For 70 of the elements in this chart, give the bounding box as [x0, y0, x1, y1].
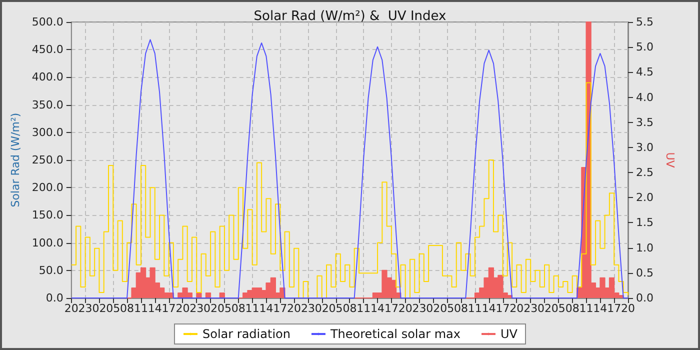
- x-tick-label: 05: [106, 302, 120, 315]
- x-tick-label: 20: [398, 302, 412, 315]
- x-tick-label: 14: [593, 302, 608, 315]
- y-tick-label: 300.0: [32, 126, 64, 139]
- x-tick-label: 23: [78, 302, 92, 315]
- y-tick-label: 150.0: [32, 208, 64, 222]
- x-tick-label: 11: [134, 302, 148, 315]
- x-tick-label: 05: [551, 302, 566, 315]
- x-tick-label: 14: [370, 302, 385, 315]
- y-tick-label: 100.0: [32, 236, 64, 250]
- x-tick-label: 08: [120, 302, 134, 315]
- x-tick-label: 20: [287, 302, 302, 315]
- y-tick-label: 400.0: [32, 70, 64, 84]
- y-tick-label: 500.0: [32, 16, 64, 28]
- x-tick-label: 11: [245, 302, 260, 315]
- x-tick-label: 20: [621, 302, 635, 315]
- x-tick-label: 08: [565, 302, 580, 315]
- x-tick-label: 23: [524, 302, 538, 315]
- y2-tick-label: 3.0: [636, 140, 654, 154]
- x-tick-label: 02: [426, 302, 440, 315]
- y2-tick-label: 5.5: [636, 16, 654, 28]
- x-tick-label: 20: [510, 302, 524, 315]
- y2-tick-label: 5.0: [636, 40, 654, 54]
- x-tick-label: 17: [273, 302, 288, 315]
- x-tick-label: 02: [538, 302, 552, 315]
- y-tick-label: 250.0: [32, 154, 64, 166]
- x-tick-label: 17: [496, 302, 510, 315]
- x-tick-label: 23: [190, 302, 204, 315]
- x-tick-label: 23: [300, 302, 315, 315]
- x-tick-label: 08: [454, 302, 468, 315]
- x-tick-label: 17: [162, 302, 176, 315]
- x-tick-label: 08: [231, 302, 246, 315]
- x-tick-label: 17: [384, 302, 398, 315]
- x-tick-label: 11: [356, 302, 371, 315]
- y2-axis-title: UV: [663, 152, 676, 168]
- x-tick-label: 02: [204, 302, 218, 315]
- x-tick-label: 20: [176, 302, 190, 315]
- y-tick-label: 0.0: [46, 292, 64, 304]
- y2-tick-label: 0.0: [636, 292, 654, 304]
- chart-title: Solar Rad (W/m²) & UV Index: [254, 9, 447, 24]
- x-tick-label: 23: [412, 302, 426, 315]
- x-tick-label: 17: [607, 302, 622, 315]
- y2-tick-label: 1.0: [636, 241, 654, 254]
- legend-label: Theoretical solar max: [329, 327, 461, 341]
- y-tick-label: 50.0: [38, 264, 64, 277]
- x-tick-label: 11: [468, 302, 482, 315]
- x-tick-label: 14: [259, 302, 274, 315]
- legend-label: Solar radiation: [202, 327, 290, 341]
- y2-tick-label: 0.5: [636, 266, 654, 280]
- y-axis-title: Solar Rad (W/m²): [9, 112, 22, 208]
- x-tick-label: 05: [440, 302, 454, 315]
- x-tick-label: 05: [328, 302, 343, 315]
- y2-tick-label: 3.5: [636, 116, 654, 129]
- y2-tick-label: 4.0: [636, 90, 654, 104]
- x-tick-label: 14: [482, 302, 496, 315]
- y2-tick-label: 4.5: [636, 66, 654, 79]
- legend-label: UV: [500, 327, 518, 341]
- y2-tick-label: 2.0: [636, 191, 654, 204]
- y-tick-label: 450.0: [32, 43, 64, 56]
- x-tick-label: 05: [217, 302, 232, 315]
- x-tick-label: 02: [92, 302, 106, 315]
- x-tick-label: 08: [342, 302, 357, 315]
- x-tick-label: 20: [64, 302, 78, 315]
- y2-tick-label: 2.5: [636, 166, 654, 180]
- x-tick-label: 11: [579, 302, 594, 315]
- x-tick-label: 14: [148, 302, 162, 315]
- y-tick-label: 350.0: [32, 98, 64, 112]
- x-tick-label: 02: [314, 302, 329, 315]
- y2-tick-label: 1.5: [636, 216, 654, 230]
- y-tick-label: 200.0: [32, 181, 64, 194]
